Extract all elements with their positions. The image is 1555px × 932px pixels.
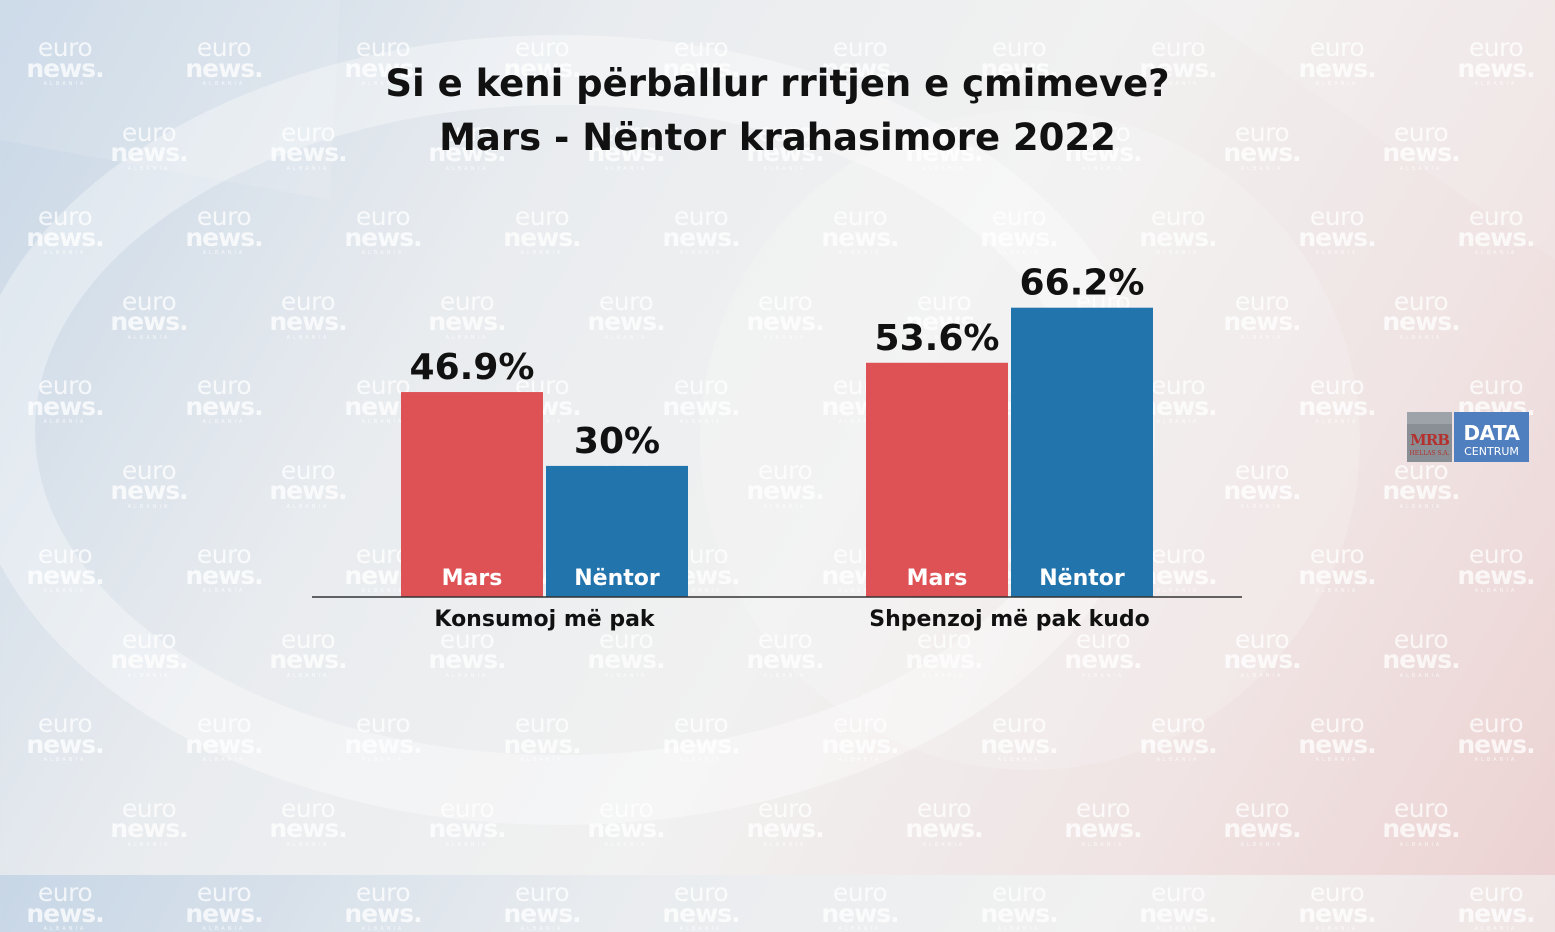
bar-series-label: Mars xyxy=(442,566,503,591)
data-label: 66.2% xyxy=(1020,263,1145,304)
chart-title: Si e keni përballur rritjen e çmimeve? xyxy=(385,62,1170,105)
mrb-logo-block: MRB HELLAS S.A. xyxy=(1407,412,1452,462)
x-axis-category-label: Shpenzoj më pak kudo xyxy=(869,607,1150,632)
mrb-logo-text: MRB xyxy=(1410,431,1450,449)
data-label: 46.9% xyxy=(410,347,535,388)
mrb-logo-subtext: HELLAS S.A. xyxy=(1409,450,1450,457)
bar-nëntor xyxy=(546,465,688,597)
bar-chart: 46.9% Mars 30% Nëntor Konsumoj më pak 53.6% Ma… xyxy=(312,263,1242,632)
chart-subtitle: Mars - Nëntor krahasimore 2022 xyxy=(439,116,1116,159)
bar-mars xyxy=(866,362,1008,597)
data-label: 53.6% xyxy=(875,318,1000,359)
bar-series-label: Mars xyxy=(907,566,968,591)
centrum-logo-text: CENTRUM xyxy=(1464,445,1519,458)
data-logo-text: DATA xyxy=(1463,421,1520,445)
bar-mars xyxy=(401,392,543,597)
bar-series-label: Nëntor xyxy=(574,566,660,591)
data-label: 30% xyxy=(574,421,660,462)
x-axis-category-label: Konsumoj më pak xyxy=(434,607,656,632)
mrb-data-centrum-logo: MRB HELLAS S.A. DATA CENTRUM xyxy=(1407,412,1529,462)
bar-nëntor xyxy=(1011,307,1153,597)
bar-series-label: Nëntor xyxy=(1039,566,1125,591)
data-centrum-logo-block: DATA CENTRUM xyxy=(1454,412,1529,462)
